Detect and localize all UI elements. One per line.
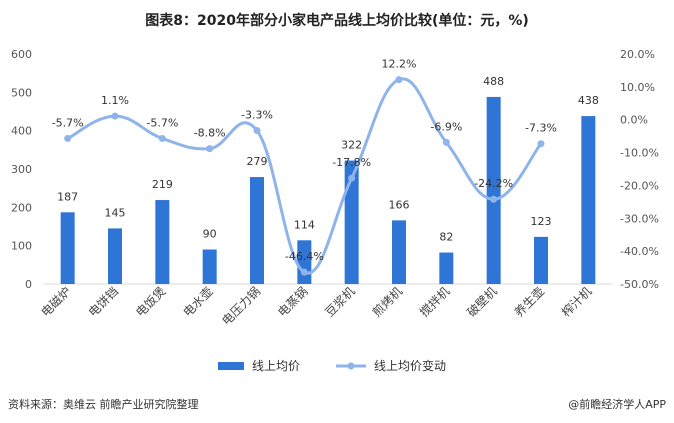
line-series: -5.7% 1.1% -5.7% -8.8% -3.3% -46.4% -17.8% 12.2… <box>52 58 557 276</box>
source-note: 资料来源：奥维云 前瞻产业研究院整理 <box>8 398 199 411</box>
line-value-label: -5.7% <box>146 116 178 129</box>
y-right-tick-label: -20.0% <box>620 179 659 192</box>
line-point <box>395 76 403 84</box>
y-left-tick-label: 300 <box>11 163 32 176</box>
y-right-tick-label: 20.0% <box>620 48 655 61</box>
y-left-tick-label: 0 <box>25 278 32 291</box>
bar-value-label: 219 <box>152 178 173 191</box>
line-value-label: -7.3% <box>525 122 557 135</box>
line-value-label: -3.3% <box>241 109 273 122</box>
legend-line-label: 线上均价变动 <box>374 358 446 373</box>
line-value-label: -17.8% <box>332 156 371 169</box>
legend-bar-label: 线上均价 <box>252 359 300 373</box>
x-category-label: 电压力锅 <box>219 284 264 329</box>
line-value-label: 1.1% <box>101 94 129 107</box>
bar-value-label: 279 <box>247 155 268 168</box>
bar-value-label: 488 <box>483 75 504 88</box>
line-value-label: -6.9% <box>430 120 462 133</box>
bar <box>534 236 548 284</box>
x-category-label: 电饼铛 <box>85 284 121 320</box>
x-category-label: 破壁机 <box>464 284 500 320</box>
y-left-tick-label: 400 <box>11 125 32 138</box>
x-category-label: 榨汁机 <box>558 284 594 320</box>
legend-line-marker <box>347 362 355 370</box>
y-right-tick-label: -10.0% <box>620 147 659 160</box>
bar <box>486 96 501 284</box>
x-category-label: 电饭煲 <box>132 284 168 320</box>
line-value-label: -24.2% <box>474 177 513 190</box>
bar-value-label: 82 <box>439 231 453 244</box>
line-point <box>64 134 72 142</box>
bar <box>581 116 596 284</box>
line-point <box>111 112 119 120</box>
x-category-label: 电蒸锅 <box>274 284 310 320</box>
x-category-label: 养生壶 <box>511 284 547 320</box>
bar-value-label: 145 <box>105 206 126 219</box>
brand-credit: @前瞻经济学人APP <box>568 398 666 411</box>
line-point <box>158 134 166 142</box>
bar-value-label: 123 <box>531 215 552 228</box>
y-right-tick-label: 10.0% <box>620 81 655 94</box>
bar-value-label: 438 <box>578 94 599 107</box>
bar <box>439 252 454 284</box>
line-point <box>253 127 261 135</box>
y-left-tick-label: 500 <box>11 86 32 99</box>
legend: 线上均价 线上均价变动 <box>218 358 446 373</box>
line-point <box>442 138 450 146</box>
line-value-label: -5.7% <box>52 116 84 129</box>
bar <box>344 160 359 284</box>
y-right-tick-label: -30.0% <box>620 212 659 225</box>
line-value-label: -8.8% <box>194 127 226 140</box>
axes: 0 100 200 300 400 500 600 -50.0% -40.0% -30.0% -20… <box>11 48 659 328</box>
line-point <box>206 145 214 153</box>
x-category-label: 电磁炉 <box>38 284 74 320</box>
bar <box>155 200 170 284</box>
bars: 187 145 219 90 279 114 322 166 82 488 123 438 <box>57 75 599 284</box>
line-value-label: 12.2% <box>382 58 417 71</box>
y-right-tick-label: 0.0% <box>620 114 648 127</box>
line-point <box>490 195 498 203</box>
bar <box>392 220 406 284</box>
x-category-label: 搅拌机 <box>416 284 452 320</box>
bar-value-label: 187 <box>57 190 78 203</box>
line-point <box>348 174 356 182</box>
bar <box>202 249 217 284</box>
line-value-label: -46.4% <box>285 250 324 263</box>
bar-value-label: 114 <box>294 218 315 231</box>
y-right-tick-label: -40.0% <box>620 245 659 258</box>
x-category-label: 电水壶 <box>180 284 216 320</box>
line-point <box>537 140 545 148</box>
y-left-tick-label: 100 <box>11 240 32 253</box>
bar <box>250 177 264 284</box>
y-left-tick-label: 200 <box>11 201 32 214</box>
y-left-tick-label: 600 <box>11 48 32 61</box>
x-category-label: 豆浆机 <box>322 284 358 320</box>
line-point <box>300 268 308 276</box>
x-category-label: 煎烤机 <box>369 284 405 320</box>
y-right-tick-label: -50.0% <box>620 278 659 291</box>
bar <box>60 212 75 284</box>
chart-title: 图表8：2020年部分小家电产品线上均价比较(单位：元，%) <box>145 13 529 29</box>
bar-value-label: 322 <box>341 139 362 152</box>
bar <box>108 228 122 284</box>
bar-value-label: 166 <box>389 198 410 211</box>
legend-bar-swatch <box>218 362 244 370</box>
bar-value-label: 90 <box>203 228 217 241</box>
